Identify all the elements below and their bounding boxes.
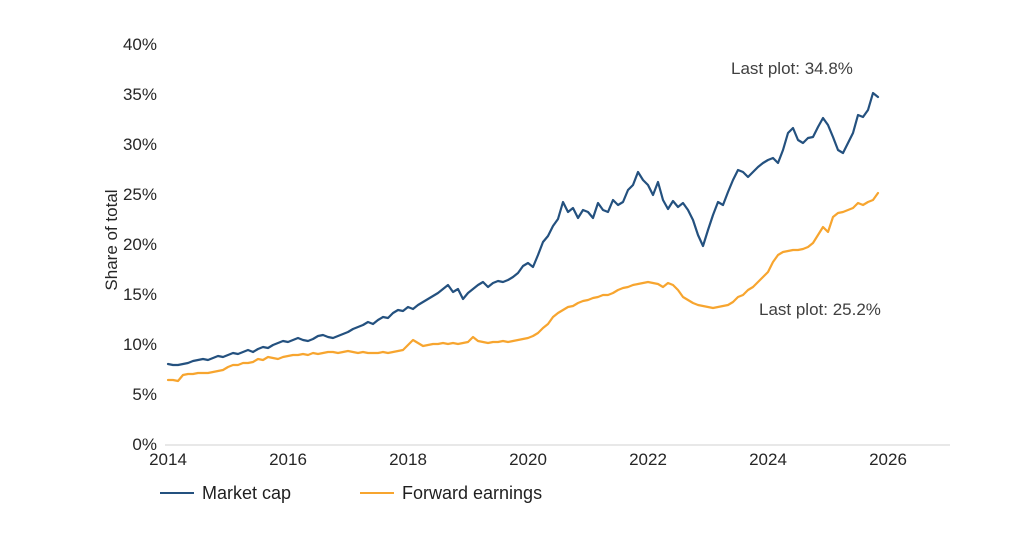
x-tick-2014: 2014	[149, 450, 187, 469]
legend-label-forward-earnings: Forward earnings	[402, 483, 543, 503]
x-tick-2024: 2024	[749, 450, 787, 469]
x-tick-2026: 2026	[869, 450, 907, 469]
y-tick-20: 20%	[122, 235, 157, 254]
y-tick-15: 15%	[122, 285, 157, 304]
legend-item-forward-earnings: Forward earnings	[360, 481, 542, 505]
x-tick-2022: 2022	[629, 450, 667, 469]
market-cap-line-swatch	[160, 492, 194, 494]
x-tick-2016: 2016	[269, 450, 307, 469]
forward-earnings-line-swatch	[360, 492, 394, 494]
y-tick-35: 35%	[122, 85, 157, 104]
y-tick-25: 25%	[122, 185, 157, 204]
x-tick-2018: 2018	[389, 450, 427, 469]
legend-label-market-cap: Market cap	[202, 483, 292, 503]
forward-earnings-line	[166, 191, 880, 383]
y-tick-10: 10%	[122, 335, 157, 354]
forward-earnings-last-plot-label: Last plot: 25.2%	[759, 300, 881, 319]
y-tick-0: 0%	[132, 435, 157, 454]
y-tick-5: 5%	[132, 385, 157, 404]
y-tick-40: 40%	[122, 35, 157, 54]
market-cap-line	[166, 91, 880, 367]
x-tick-2020: 2020	[509, 450, 547, 469]
market-cap-last-plot-label: Last plot: 34.8%	[731, 59, 853, 78]
legend: Market cap Forward earnings	[0, 481, 1024, 505]
y-tick-30: 30%	[122, 135, 157, 154]
legend-item-market-cap: Market cap	[160, 481, 291, 505]
